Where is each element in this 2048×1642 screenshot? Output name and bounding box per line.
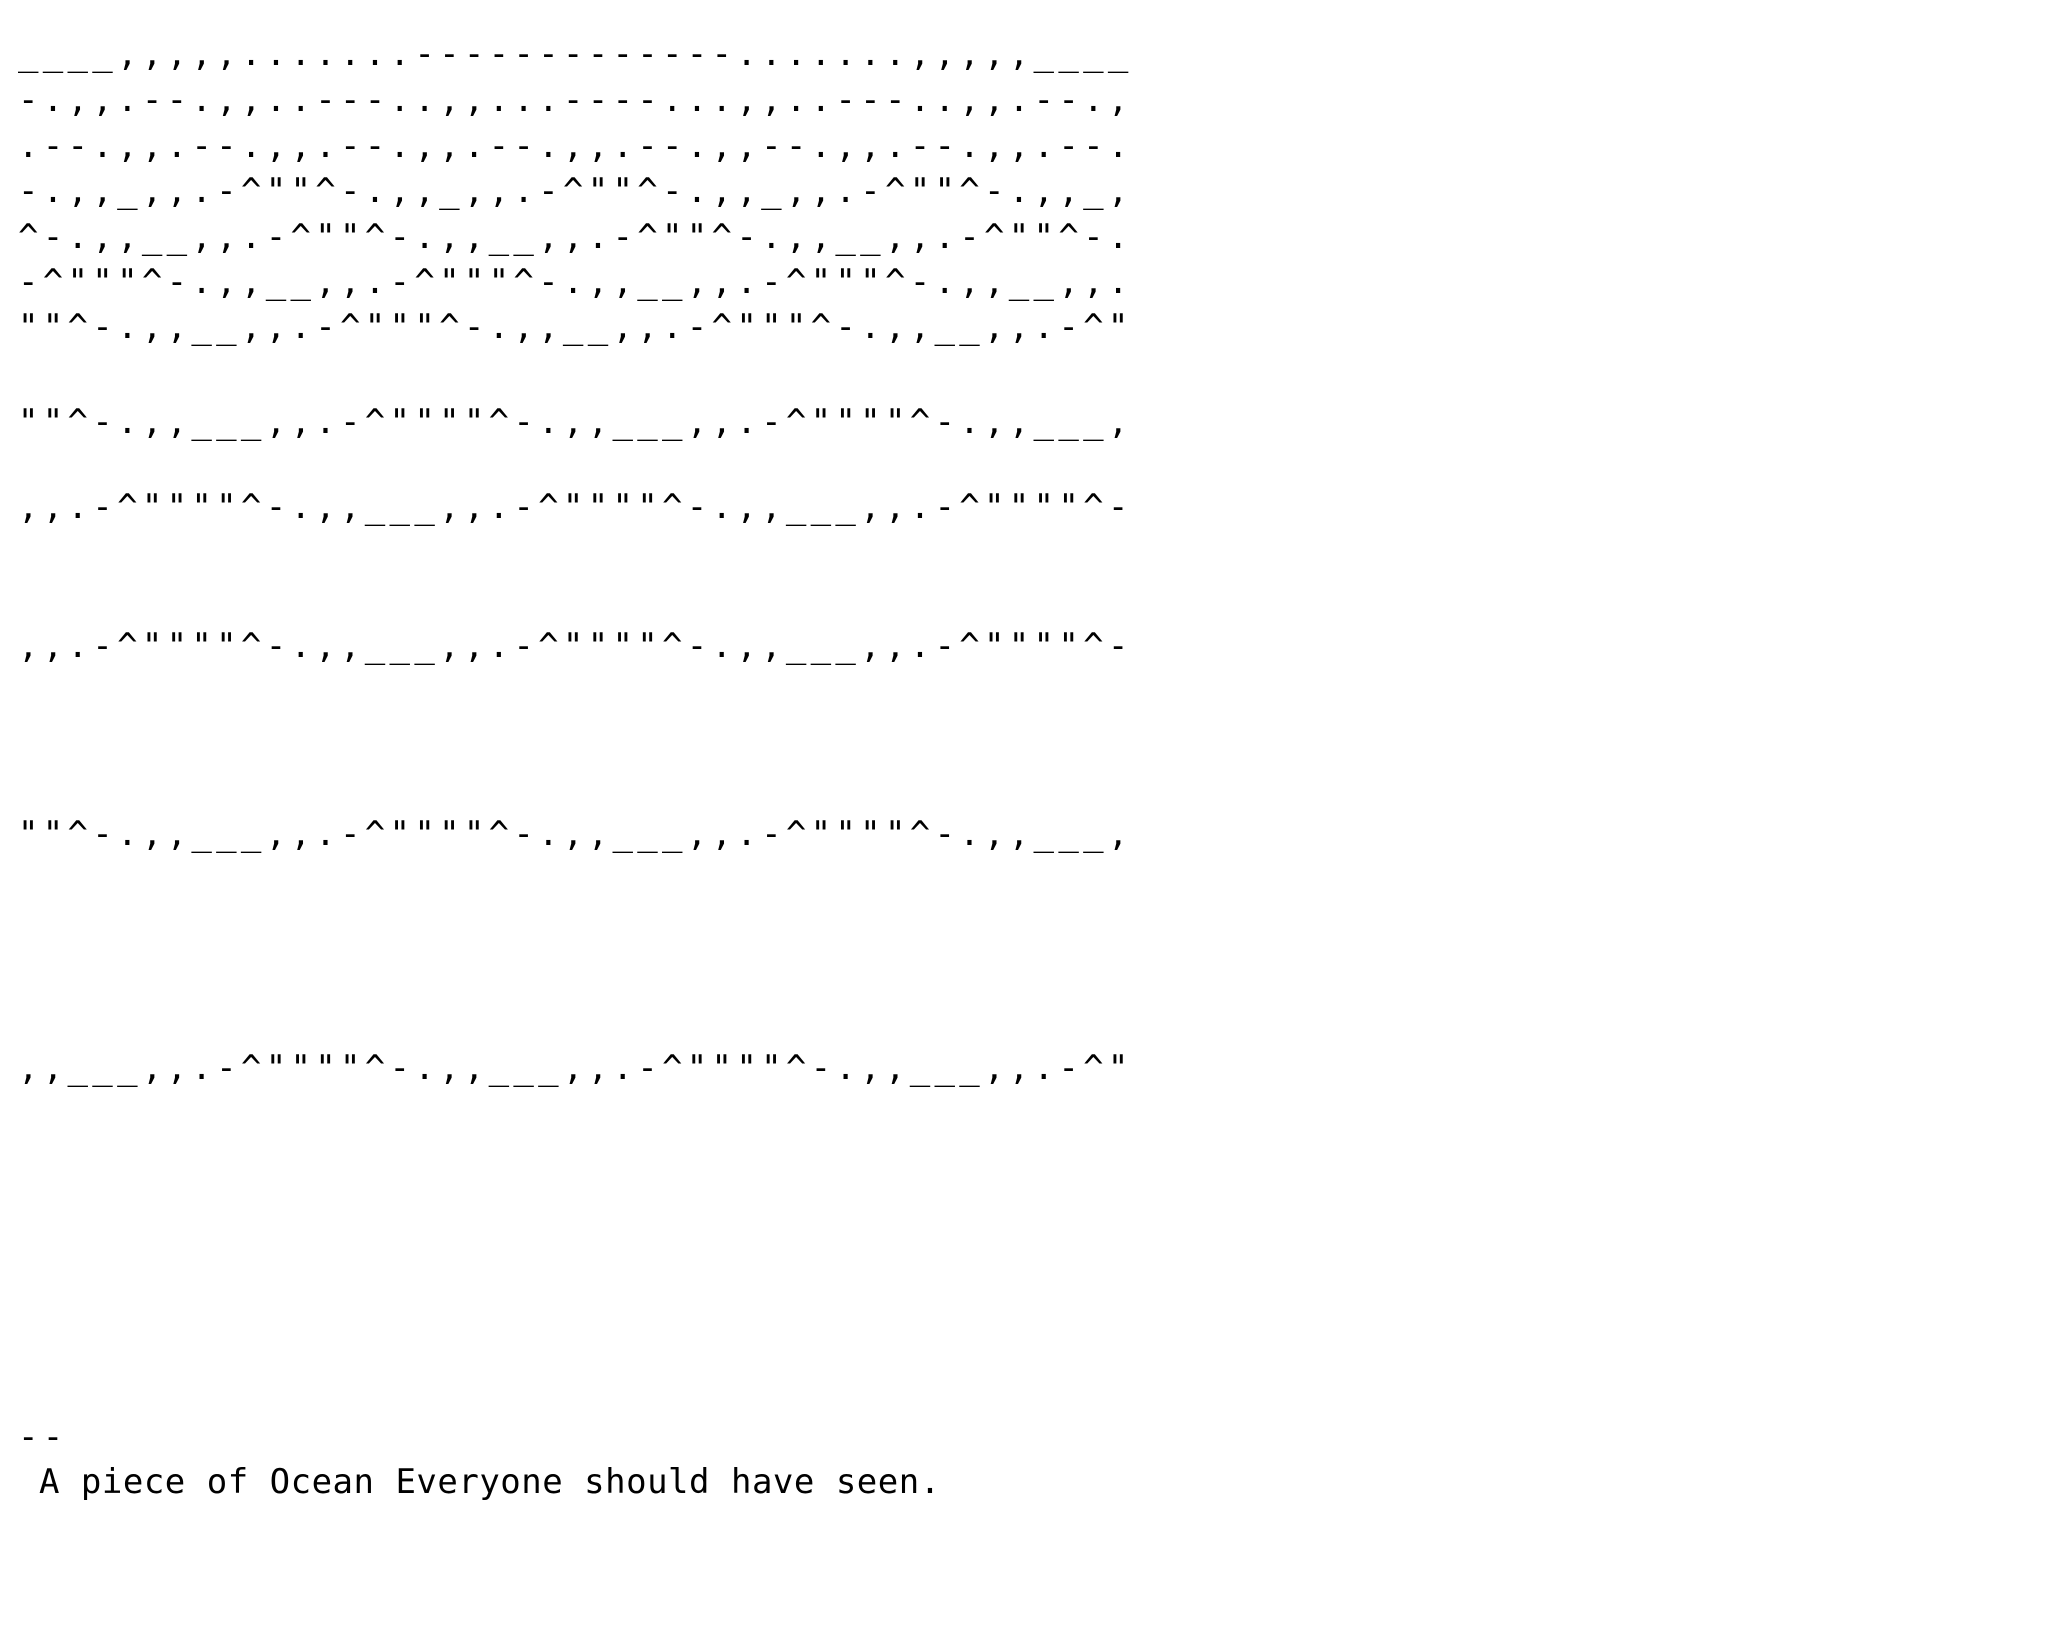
ocean-art-line: .--.,,.--.,,.--.,,.--.,,.--.,,--.,,.--.,… xyxy=(18,126,1133,166)
signature-text: A piece of Ocean Everyone should have se… xyxy=(18,1462,941,1502)
ocean-art-line: -.,,.--.,,..---..,,...----...,,..---..,,… xyxy=(18,80,1133,120)
ocean-art-line: ""^-.,,___,,.-^""""^-.,,___,,.-^""""^-.,… xyxy=(18,402,1133,442)
ocean-art-line: -.,,_,,.-^""^-.,,_,,.-^""^-.,,_,,.-^""^-… xyxy=(18,171,1133,211)
ocean-art-line: ,,.-^""""^-.,,___,,.-^""""^-.,,___,,.-^"… xyxy=(18,626,1133,666)
ocean-art-line: ""^-.,,___,,.-^""""^-.,,___,,.-^""""^-.,… xyxy=(18,814,1133,854)
ocean-art-line: ,,.-^""""^-.,,___,,.-^""""^-.,,___,,.-^"… xyxy=(18,487,1133,527)
ocean-art-line: ""^-.,,__,,.-^"""^-.,,__,,.-^"""^-.,,__,… xyxy=(18,307,1133,347)
ocean-art-line: ____,,,,,.......-------------.......,,,,… xyxy=(18,34,1133,74)
ocean-art-line: -^"""^-.,,__,,.-^"""^-.,,__,,.-^"""^-.,,… xyxy=(18,262,1133,302)
ocean-art-line: ^-.,,__,,.-^""^-.,,__,,.-^""^-.,,__,,.-^… xyxy=(18,217,1133,257)
signature-separator: -- xyxy=(18,1417,68,1457)
ocean-art-line: ,,___,,.-^""""^-.,,___,,.-^""""^-.,,___,… xyxy=(18,1048,1133,1088)
